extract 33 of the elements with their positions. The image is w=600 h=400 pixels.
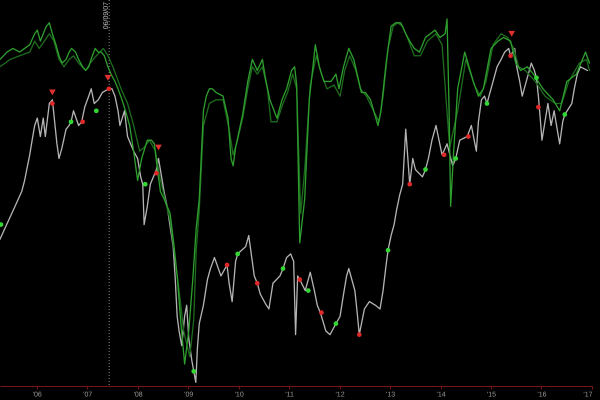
point: [94, 108, 99, 114]
point: [104, 74, 112, 81]
point: [224, 262, 230, 268]
point: [80, 119, 85, 124]
point: [280, 266, 286, 271]
point: [68, 119, 74, 124]
point: [484, 101, 490, 106]
point: [142, 182, 148, 187]
point: [191, 368, 196, 374]
point: [334, 321, 338, 326]
point: [423, 167, 428, 172]
point: [466, 134, 471, 139]
point: [254, 280, 260, 286]
point: [508, 30, 516, 37]
point: [407, 182, 412, 187]
point: [534, 75, 539, 80]
point: [50, 101, 55, 106]
point: [386, 248, 390, 253]
point: [297, 277, 302, 282]
point: [562, 112, 568, 117]
point: [106, 86, 112, 92]
point: [508, 53, 513, 58]
point: [453, 156, 458, 161]
point: [154, 170, 159, 176]
point: [155, 144, 162, 150]
point: [49, 90, 56, 96]
point: [306, 288, 311, 293]
point: [442, 152, 446, 158]
point: [0, 222, 4, 227]
point: [319, 310, 324, 315]
point: [356, 332, 362, 337]
point: [536, 104, 541, 110]
point: [235, 252, 240, 256]
